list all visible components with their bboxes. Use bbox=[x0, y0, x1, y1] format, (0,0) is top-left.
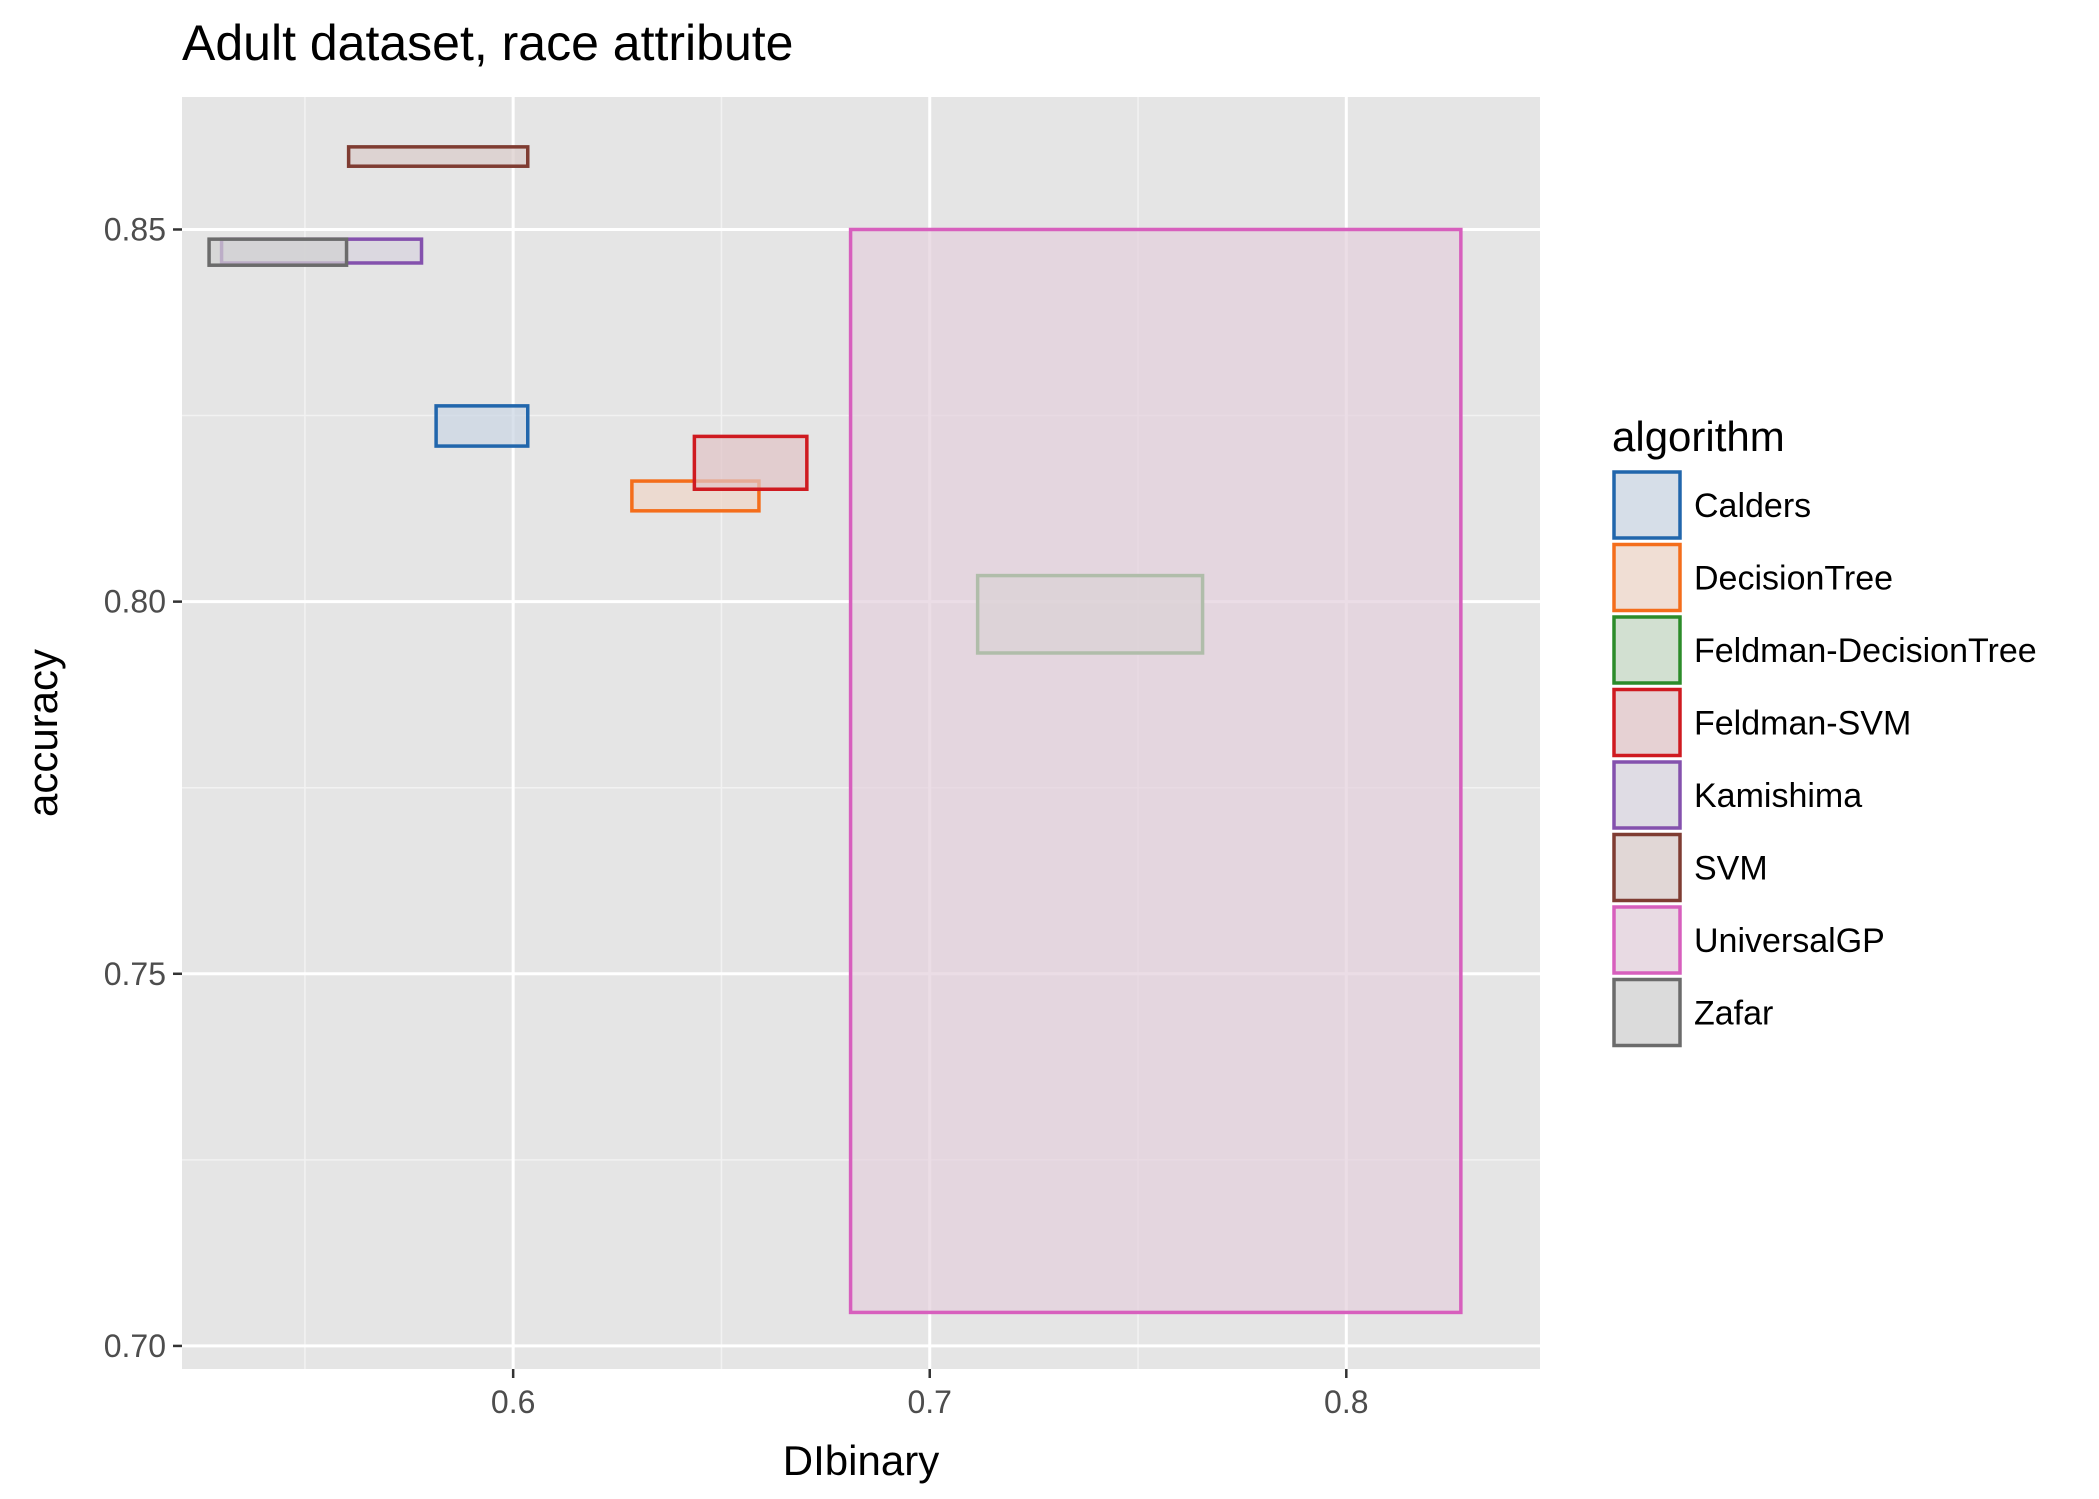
rect-svm bbox=[346, 145, 530, 168]
legend-title: algorithm bbox=[1612, 413, 1785, 460]
legend-key-decisiontree bbox=[1612, 542, 1682, 613]
x-axis: 0.6 0.7 0.8 bbox=[491, 1369, 1369, 1420]
chart-title: Adult dataset, race attribute bbox=[182, 15, 793, 71]
data-rects bbox=[207, 145, 1463, 1315]
legend-key-zafar bbox=[1612, 977, 1682, 1048]
legend-key-kamishima bbox=[1612, 760, 1682, 830]
legend-key-feldman-svm bbox=[1612, 687, 1682, 758]
y-tick-label: 0.75 bbox=[104, 956, 166, 992]
y-tick-label: 0.80 bbox=[104, 584, 166, 620]
rect-calders bbox=[434, 404, 530, 448]
y-axis: 0.70 0.75 0.80 0.85 bbox=[104, 211, 182, 1364]
legend-label: Calders bbox=[1694, 487, 1811, 525]
legend-key-universalgp bbox=[1612, 905, 1682, 975]
legend-label: Zafar bbox=[1694, 995, 1773, 1033]
rect-feldman-svm bbox=[692, 434, 809, 491]
y-tick-label: 0.85 bbox=[104, 211, 166, 247]
x-tick-label: 0.8 bbox=[1324, 1384, 1368, 1420]
y-tick-label: 0.70 bbox=[104, 1328, 166, 1364]
x-tick-label: 0.6 bbox=[491, 1384, 535, 1420]
legend-label: Kamishima bbox=[1694, 777, 1862, 815]
legend: algorithm Calders DecisionTree Feldman-Dec… bbox=[1612, 413, 2037, 1048]
x-tick-label: 0.7 bbox=[907, 1384, 951, 1420]
x-axis-title: DIbinary bbox=[783, 1437, 939, 1484]
legend-label: SVM bbox=[1694, 850, 1768, 888]
legend-key-calders bbox=[1612, 470, 1682, 540]
legend-label: Feldman-SVM bbox=[1694, 705, 1911, 743]
legend-label: UniversalGP bbox=[1694, 922, 1885, 960]
rect-zafar bbox=[207, 237, 349, 267]
legend-key-svm bbox=[1612, 832, 1682, 903]
rect-universalgp bbox=[848, 227, 1463, 1315]
y-axis-title: accuracy bbox=[19, 649, 66, 817]
legend-items: Calders DecisionTree Feldman-DecisionTree F… bbox=[1612, 470, 2037, 1048]
legend-label: DecisionTree bbox=[1694, 560, 1893, 598]
legend-key-feldman-decisiontree bbox=[1612, 615, 1682, 685]
legend-label: Feldman-DecisionTree bbox=[1694, 632, 2037, 670]
